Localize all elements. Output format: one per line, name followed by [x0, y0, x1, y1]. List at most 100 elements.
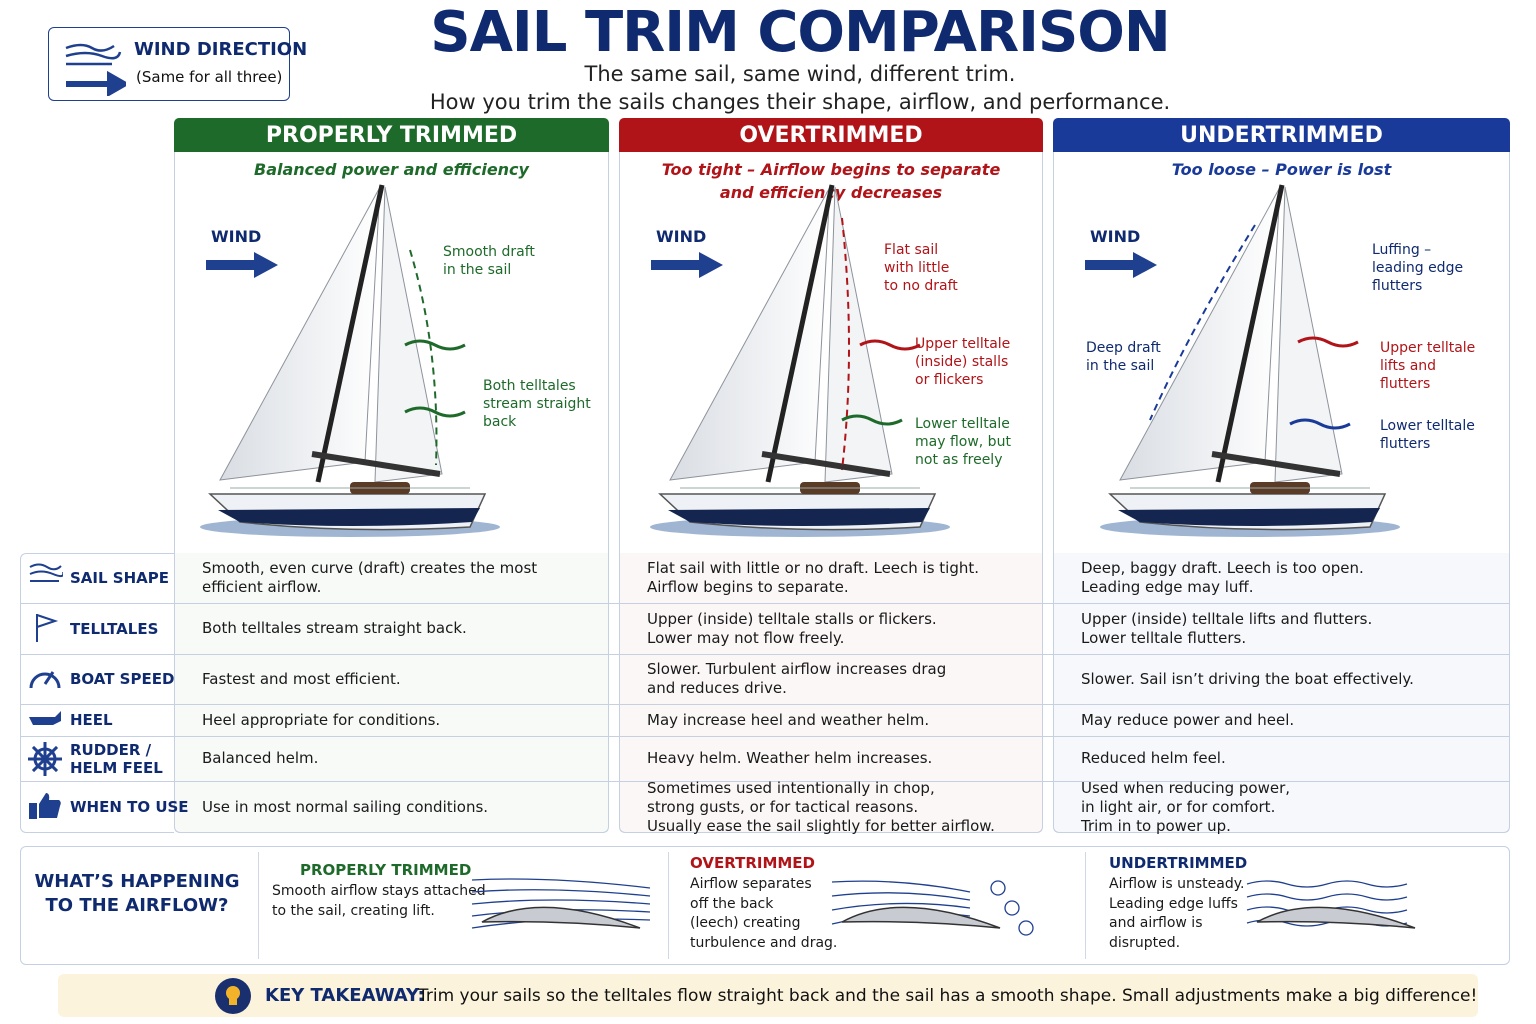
- callout: Upper telltale: [915, 336, 1011, 352]
- row-cell: Both telltales stream straight back.: [202, 619, 467, 637]
- shape: [471, 889, 651, 897]
- callout: leading edge: [1372, 260, 1464, 276]
- row-cell-block: Use in most normal sailing conditions.: [202, 781, 488, 833]
- shape: [824, 186, 893, 483]
- shape: [1246, 880, 1408, 888]
- row-label: WHEN TO USE: [70, 798, 189, 816]
- subtitle: How you trim the sails changes their sha…: [429, 90, 1171, 114]
- shape: [29, 563, 62, 571]
- shape: [29, 711, 61, 725]
- shape: [29, 672, 61, 689]
- shape: [1118, 508, 1380, 526]
- airflow-box: [20, 846, 1510, 965]
- row-icon: [36, 613, 59, 642]
- subtitle: The same sail, same wind, different trim…: [584, 62, 1016, 86]
- row-cell-block: Balanced helm.: [202, 736, 318, 781]
- callout: not as freely: [915, 452, 1003, 468]
- callout: Flat sail: [884, 242, 939, 258]
- row-cell: Airflow begins to separate.: [647, 578, 849, 596]
- row-cell: Lower telltale flutters.: [1081, 628, 1247, 647]
- column-header: OVERTRIMMED: [619, 118, 1043, 152]
- callout: or flickers: [915, 372, 984, 388]
- wind-arrow: [206, 252, 278, 278]
- airflow-panel-text: and airflow is: [1109, 915, 1203, 931]
- callout-block: Upper telltale (inside) stalls or flickers: [915, 335, 1010, 389]
- row-divider: [20, 781, 1510, 782]
- sailboat: [200, 184, 500, 537]
- airflow-diagram: [471, 878, 651, 929]
- shape: [1004, 900, 1020, 916]
- row-label: RUDDER /: [70, 740, 152, 759]
- row-cell-block: Sometimes used intentionally in chop, str…: [647, 778, 995, 835]
- row-cell-block: Reduced helm feel.: [1081, 736, 1226, 781]
- shape: [315, 184, 385, 483]
- row-cell-block: Deep, baggy draft. Leech is too open. Lea…: [1081, 553, 1364, 603]
- row-cell-block: Upper (inside) telltale stalls or flicke…: [647, 603, 937, 654]
- row-cell: Heel appropriate for conditions.: [202, 710, 441, 729]
- callout: (inside) stalls: [915, 354, 1009, 370]
- column-subtitle: Too tight – Airflow begins to separate: [661, 160, 1001, 179]
- row-cell: Heavy helm. Weather helm increases.: [647, 749, 933, 767]
- row-label: HELM FEEL: [70, 758, 163, 777]
- shape: [841, 217, 850, 471]
- callout-block: Deep draft in the sail: [1086, 339, 1161, 375]
- callout: Deep draft: [1086, 340, 1161, 356]
- shape: [31, 745, 59, 772]
- callout-block: Luffing – leading edge flutters: [1372, 241, 1463, 295]
- row-divider: [20, 603, 1510, 604]
- row-cell-block: Both telltales stream straight back.: [202, 603, 467, 654]
- row-cell: Sometimes used intentionally in chop,: [647, 778, 935, 797]
- shape: [218, 508, 480, 526]
- shape: [471, 878, 651, 889]
- shape: [1215, 184, 1285, 483]
- shape: [409, 249, 438, 466]
- shape: [1149, 224, 1256, 421]
- shape: [404, 406, 466, 418]
- airflow-panel-text: Airflow separates: [690, 876, 812, 892]
- airflow-panel-text-block: Smooth airflow stays attached to the sail…: [272, 882, 486, 921]
- shape: [39, 793, 61, 818]
- airflow-panel-title: UNDERTRIMMED: [1109, 854, 1248, 872]
- shape: [831, 880, 971, 893]
- airflow-divider: [258, 852, 259, 959]
- row-icon: [28, 741, 62, 776]
- row-divider: [20, 736, 1510, 737]
- shape: [1119, 186, 1281, 481]
- row-cell-block: Slower. Sail isn’t driving the boat effe…: [1081, 654, 1414, 704]
- shape: [765, 184, 835, 483]
- column-header: UNDERTRIMMED: [1053, 118, 1510, 152]
- shape: [831, 902, 971, 911]
- callout: lifts and: [1380, 358, 1437, 374]
- airflow-diagram: [1246, 880, 1416, 929]
- shape: [311, 451, 441, 477]
- shape: [219, 186, 381, 481]
- row-cell: Lower may not flow freely.: [647, 628, 845, 647]
- shape: [481, 906, 641, 929]
- airflow-title: TO THE AIRFLOW?: [45, 895, 229, 916]
- shape: [229, 999, 237, 1005]
- row-cell-block: Heavy helm. Weather helm increases.: [647, 736, 932, 781]
- callout: Luffing –: [1372, 242, 1432, 258]
- shape: [1246, 893, 1408, 901]
- row-cell-block: Flat sail with little or no draft. Leech…: [647, 553, 979, 603]
- wind-arrow: [651, 252, 723, 278]
- row-icon: [29, 563, 63, 582]
- callout: flutters: [1380, 376, 1431, 392]
- table-label-column: [20, 553, 174, 833]
- shape: [65, 43, 115, 52]
- callout: in the sail: [1086, 358, 1155, 374]
- row-label: TELLTALES: [70, 619, 159, 638]
- callout: flutters: [1372, 278, 1423, 294]
- row-divider: [20, 654, 1510, 655]
- callout: may flow, but: [915, 434, 1011, 450]
- row-label-block: WHEN TO USE: [70, 781, 189, 833]
- wind-label: WIND: [1090, 227, 1141, 246]
- shape: [66, 70, 126, 96]
- callout-block: Lower telltale flutters: [1380, 417, 1475, 453]
- airflow-panel-text: Smooth airflow stays attached: [272, 883, 486, 899]
- shape: [65, 51, 122, 60]
- airflow-panel-text: (leech) creating: [690, 915, 801, 931]
- column-subtitle-block: Too loose – Power is lost: [1053, 158, 1510, 181]
- callout-block: Lower telltale may flow, but not as freely: [915, 415, 1011, 469]
- row-cell: Upper (inside) telltale lifts and flutte…: [1081, 609, 1373, 628]
